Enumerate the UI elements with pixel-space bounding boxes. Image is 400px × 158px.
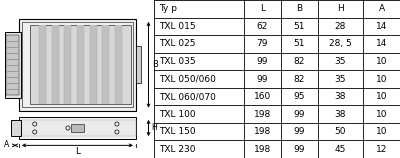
Text: 14: 14 <box>376 39 387 48</box>
Text: 82: 82 <box>294 75 305 83</box>
Text: 45: 45 <box>335 145 346 154</box>
Text: 198: 198 <box>254 110 271 119</box>
Text: 28: 28 <box>335 22 346 31</box>
Text: 38: 38 <box>335 110 346 119</box>
Text: 14: 14 <box>376 22 387 31</box>
Text: TXL 035: TXL 035 <box>159 57 196 66</box>
Text: 51: 51 <box>294 39 305 48</box>
Bar <box>30 25 131 104</box>
Bar <box>136 46 141 83</box>
Text: 28, 5: 28, 5 <box>329 39 352 48</box>
Text: H: H <box>337 4 344 13</box>
Text: 82: 82 <box>294 57 305 66</box>
Bar <box>5 32 20 98</box>
Bar <box>115 25 122 104</box>
Text: 51: 51 <box>294 22 305 31</box>
Bar <box>52 25 59 104</box>
Bar <box>102 25 109 104</box>
Text: 99: 99 <box>257 57 268 66</box>
Bar <box>64 25 72 104</box>
Text: L: L <box>260 4 265 13</box>
Text: 35: 35 <box>335 57 346 66</box>
Text: 79: 79 <box>257 39 268 48</box>
Text: 160: 160 <box>254 92 271 101</box>
Text: TXL 060/070: TXL 060/070 <box>159 92 216 101</box>
Bar <box>19 117 136 139</box>
Text: A: A <box>4 140 10 149</box>
Text: TXL 015: TXL 015 <box>159 22 196 31</box>
Text: B: B <box>152 60 158 69</box>
Text: 10: 10 <box>376 110 387 119</box>
Bar <box>90 25 97 104</box>
Bar <box>11 120 20 136</box>
Bar <box>6 35 19 95</box>
Text: 99: 99 <box>294 145 305 154</box>
Text: 99: 99 <box>294 127 305 136</box>
Text: 99: 99 <box>294 110 305 119</box>
Text: 198: 198 <box>254 145 271 154</box>
Text: TXL 025: TXL 025 <box>159 39 196 48</box>
Bar <box>19 120 136 136</box>
Text: 10: 10 <box>376 92 387 101</box>
Text: 10: 10 <box>376 127 387 136</box>
Text: B: B <box>296 4 302 13</box>
Bar <box>77 25 84 104</box>
Text: TXL 050/060: TXL 050/060 <box>159 75 216 83</box>
Text: Ty p: Ty p <box>159 4 177 13</box>
Text: TXL 230: TXL 230 <box>159 145 196 154</box>
Text: 62: 62 <box>257 22 268 31</box>
Text: 95: 95 <box>294 92 305 101</box>
Text: 12: 12 <box>376 145 387 154</box>
Bar <box>19 19 136 111</box>
Text: H: H <box>151 124 157 132</box>
Text: 198: 198 <box>254 127 271 136</box>
Text: TXL 150: TXL 150 <box>159 127 196 136</box>
Text: 50: 50 <box>335 127 346 136</box>
Text: 35: 35 <box>335 75 346 83</box>
Text: 38: 38 <box>335 92 346 101</box>
Text: A: A <box>378 4 385 13</box>
Bar <box>22 22 133 107</box>
Text: 10: 10 <box>376 75 387 83</box>
Text: L: L <box>75 147 80 156</box>
Text: 10: 10 <box>376 57 387 66</box>
Text: 99: 99 <box>257 75 268 83</box>
Bar <box>71 124 84 132</box>
Text: TXL 100: TXL 100 <box>159 110 196 119</box>
Bar <box>39 25 46 104</box>
